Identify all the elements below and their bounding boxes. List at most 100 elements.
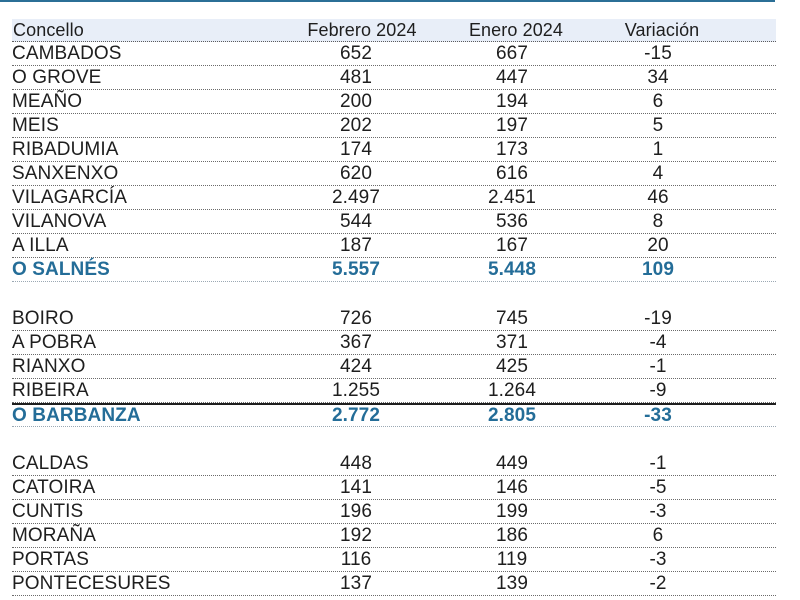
table-row: CATOIRA 141 146 -5 (12, 476, 776, 500)
january-total: 2.805 (487, 404, 537, 426)
variation-total: 109 (641, 258, 674, 280)
february-value: 481 (339, 66, 372, 88)
unemployment-table: Concello Febrero 2024 Enero 2024 Variaci… (12, 19, 776, 596)
variation-total: -33 (644, 404, 672, 426)
variation-value: -9 (649, 379, 667, 401)
february-value: 367 (339, 331, 372, 353)
municipality-name: A POBRA (12, 331, 97, 353)
municipality-name: CALDAS (12, 452, 89, 474)
variation-value: -5 (649, 476, 667, 498)
municipality-name: MEIS (12, 114, 59, 136)
table-header: Concello Febrero 2024 Enero 2024 Variaci… (12, 19, 776, 42)
table-row: MORAÑA 192 186 6 (12, 524, 776, 548)
variation-value: 5 (652, 114, 664, 136)
january-value: 146 (495, 476, 528, 498)
municipality-name: CATOIRA (12, 476, 96, 498)
january-value: 616 (495, 162, 528, 184)
table-row: PONTECESURES 137 139 -2 (12, 572, 776, 596)
february-value: 141 (339, 476, 372, 498)
variation-value: -2 (649, 572, 667, 594)
table-row: VILAGARCÍA 2.497 2.451 46 (12, 186, 776, 210)
january-value: 1.264 (487, 379, 537, 401)
table-row: O GROVE 481 447 34 (12, 66, 776, 90)
municipality-name: A ILLA (12, 234, 69, 256)
february-total: 2.772 (331, 404, 381, 426)
region-name: O SALNÉS (12, 258, 110, 280)
variation-value: -3 (649, 500, 667, 522)
table-row: CALDAS 448 449 -1 (12, 452, 776, 476)
february-value: 424 (339, 355, 372, 377)
variation-value: -15 (644, 42, 672, 64)
section-gap (12, 282, 776, 307)
variation-value: -19 (644, 307, 672, 329)
january-value: 371 (495, 331, 528, 353)
table-row: MEAÑO 200 194 6 (12, 90, 776, 114)
february-value: 200 (339, 90, 372, 112)
february-value: 137 (339, 572, 372, 594)
header-concello: Concello (13, 19, 84, 40)
january-value: 197 (495, 114, 528, 136)
municipality-name: RIBEIRA (12, 379, 89, 401)
january-value: 745 (495, 307, 528, 329)
table-row: RIBADUMIA 174 173 1 (12, 138, 776, 162)
municipality-name: PORTAS (12, 548, 89, 570)
municipality-name: PONTECESURES (12, 572, 171, 594)
municipality-name: RIBADUMIA (12, 138, 119, 160)
february-value: 196 (339, 500, 372, 522)
february-value: 726 (339, 307, 372, 329)
municipality-name: VILANOVA (12, 210, 107, 232)
january-value: 186 (495, 524, 528, 546)
january-total: 5.448 (487, 258, 537, 280)
february-value: 448 (339, 452, 372, 474)
table-row: RIBEIRA 1.255 1.264 -9 (12, 379, 776, 403)
variation-value: 8 (652, 210, 664, 232)
variation-value: 6 (652, 90, 664, 112)
february-value: 1.255 (331, 379, 381, 401)
variation-value: 34 (647, 66, 669, 88)
municipality-name: MEAÑO (12, 90, 83, 112)
february-value: 202 (339, 114, 372, 136)
january-value: 667 (495, 42, 528, 64)
header-variacion: Variación (624, 19, 700, 40)
municipality-name: CUNTIS (12, 500, 84, 522)
january-value: 167 (495, 234, 528, 256)
variation-value: 4 (652, 162, 664, 184)
january-value: 199 (495, 500, 528, 522)
january-value: 447 (495, 66, 528, 88)
variation-value: -1 (649, 355, 667, 377)
section-gap (12, 427, 776, 452)
table-row: MEIS 202 197 5 (12, 114, 776, 138)
municipality-name: MORAÑA (12, 524, 96, 546)
table-row: A POBRA 367 371 -4 (12, 331, 776, 355)
february-value: 2.497 (331, 186, 381, 208)
table-row: SANXENXO 620 616 4 (12, 162, 776, 186)
february-value: 620 (339, 162, 372, 184)
variation-value: 6 (652, 524, 664, 546)
table-row: CUNTIS 196 199 -3 (12, 500, 776, 524)
january-value: 536 (495, 210, 528, 232)
variation-value: -4 (649, 331, 667, 353)
municipality-name: CAMBADOS (12, 42, 122, 64)
variation-value: 46 (647, 186, 669, 208)
variation-value: 1 (652, 138, 664, 160)
january-value: 194 (495, 90, 528, 112)
table-row: A ILLA 187 167 20 (12, 234, 776, 258)
municipality-name: O GROVE (12, 66, 102, 88)
february-value: 192 (339, 524, 372, 546)
january-value: 139 (495, 572, 528, 594)
table-row: VILANOVA 544 536 8 (12, 210, 776, 234)
february-value: 116 (340, 548, 372, 570)
variation-value: -1 (649, 452, 667, 474)
february-total: 5.557 (331, 258, 381, 280)
header-enero: Enero 2024 (468, 19, 564, 40)
barbanza-total-row: O BARBANZA 2.772 2.805 -33 (12, 403, 776, 427)
january-value: 449 (495, 452, 528, 474)
header-febrero: Febrero 2024 (307, 19, 417, 40)
january-value: 173 (495, 138, 528, 160)
variation-value: 20 (647, 234, 669, 256)
municipality-name: SANXENXO (12, 162, 119, 184)
january-value: 119 (496, 548, 528, 570)
region-name: O BARBANZA (12, 404, 141, 426)
february-value: 187 (339, 234, 372, 256)
february-value: 544 (339, 210, 372, 232)
